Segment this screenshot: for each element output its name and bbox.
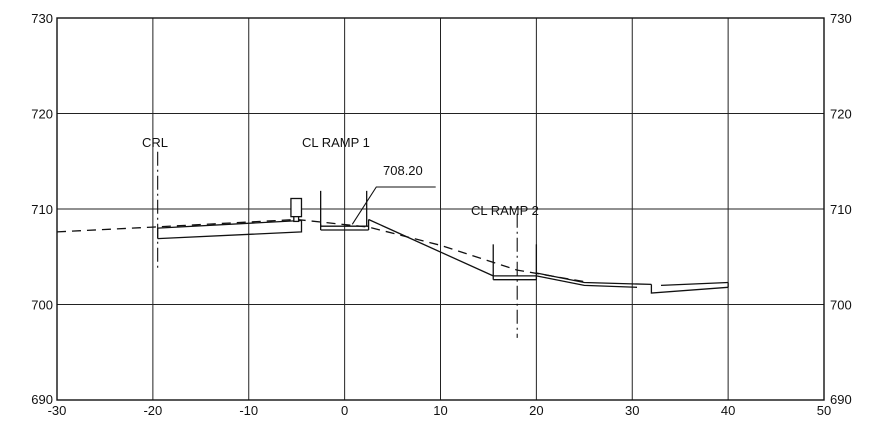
y-tick-label-left: 710: [31, 202, 53, 217]
grid-lines: [56, 17, 825, 401]
x-tick-label: 50: [817, 403, 831, 418]
left-roadway-top: [157, 219, 302, 229]
elevation-leader: [351, 186, 436, 225]
y-tick-label-right: 690: [830, 392, 852, 407]
right-roadway-bottom: [650, 284, 729, 294]
x-tick-label: 20: [529, 403, 543, 418]
y-tick-label-right: 700: [830, 298, 852, 313]
right-surface-bottom: [536, 275, 638, 288]
x-tick-label: -30: [48, 403, 67, 418]
y-tick-label-left: 690: [31, 392, 53, 407]
cl-ramp-2-label: CL RAMP 2: [471, 203, 539, 218]
y-tick-label-left: 720: [31, 107, 53, 122]
y-tick-label-right: 710: [830, 202, 852, 217]
barrier-base: [293, 215, 300, 223]
y-tick-label-left: 700: [31, 298, 53, 313]
x-tick-label: 30: [625, 403, 639, 418]
right-roadway-top: [660, 281, 729, 287]
annotation-labels: CRL CL RAMP 1 CL RAMP 2 708.20: [142, 135, 539, 218]
x-tick-label: 40: [721, 403, 735, 418]
cl-ramp-1-label: CL RAMP 1: [302, 135, 370, 150]
crl-label: CRL: [142, 135, 168, 150]
left-roadway-bottom: [157, 220, 303, 240]
slope-to-ramp2: [368, 218, 494, 277]
y-tick-label-left: 730: [31, 11, 53, 26]
section-linework: [56, 151, 729, 338]
elevation-label: 708.20: [383, 163, 423, 178]
plot-frame: [56, 17, 825, 401]
x-tick-label: 10: [433, 403, 447, 418]
x-tick-label: 0: [341, 403, 348, 418]
right-surface-top: [536, 272, 652, 286]
y-tick-label-right: 730: [830, 11, 852, 26]
barrier-post: [290, 197, 303, 218]
y-tick-label-right: 720: [830, 107, 852, 122]
x-tick-label: -10: [239, 403, 258, 418]
x-tick-label: -20: [143, 403, 162, 418]
